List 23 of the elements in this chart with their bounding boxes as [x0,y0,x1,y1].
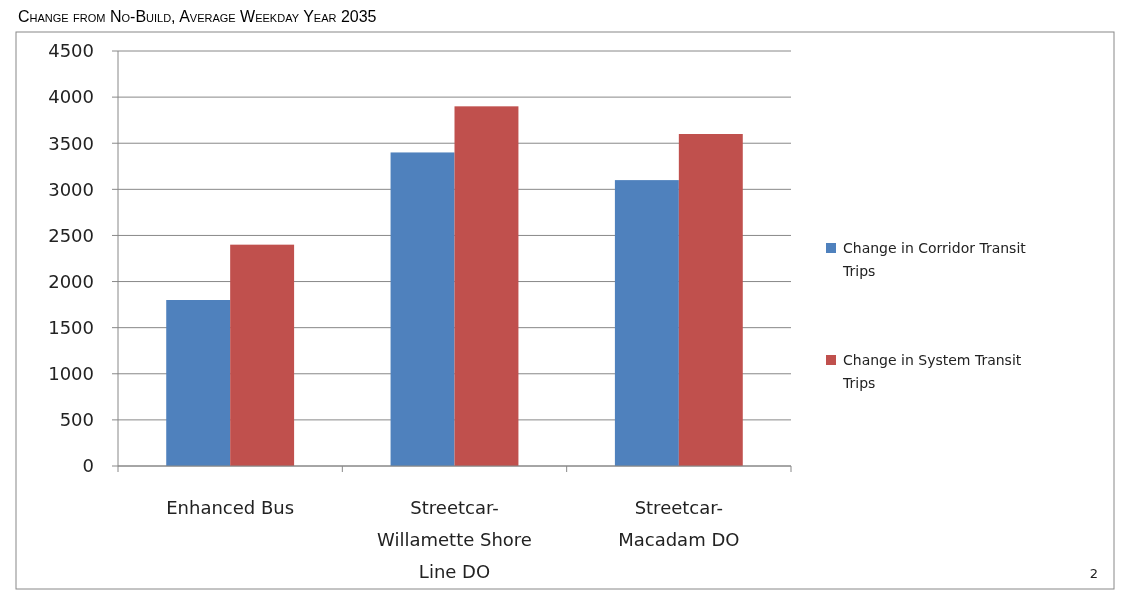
y-tick-label: 4000 [48,86,94,108]
y-tick-label: 2000 [48,270,94,292]
text: 2 [1089,566,1098,581]
y-tick-label: 500 [59,409,94,431]
x-tick-label: Streetcar-Willamette Shore Line DO [377,497,532,582]
bar [166,300,231,466]
bar [454,106,519,466]
legend-label: Change in System Transit Trips [842,351,1022,391]
y-tick-label: 2500 [48,224,94,246]
bar [390,152,455,466]
bar [614,180,679,466]
bar [230,244,295,466]
y-tick-label: 3500 [48,132,94,154]
y-tick-label: 3000 [48,178,94,200]
y-tick-label: 1500 [48,316,94,338]
y-tick-label: 0 [82,455,94,477]
bar [678,134,743,466]
y-tick-label: 4500 [48,40,94,62]
y-tick-label: 1000 [48,363,94,385]
x-tick-label: Streetcar-Macadam DO [618,497,740,550]
legend-label: Change in Corridor Transit Trips [842,239,1027,279]
chart-title: Change from No-Build, Average Weekday Year 2035 [18,8,377,25]
x-tick-label: Enhanced Bus [166,497,295,518]
